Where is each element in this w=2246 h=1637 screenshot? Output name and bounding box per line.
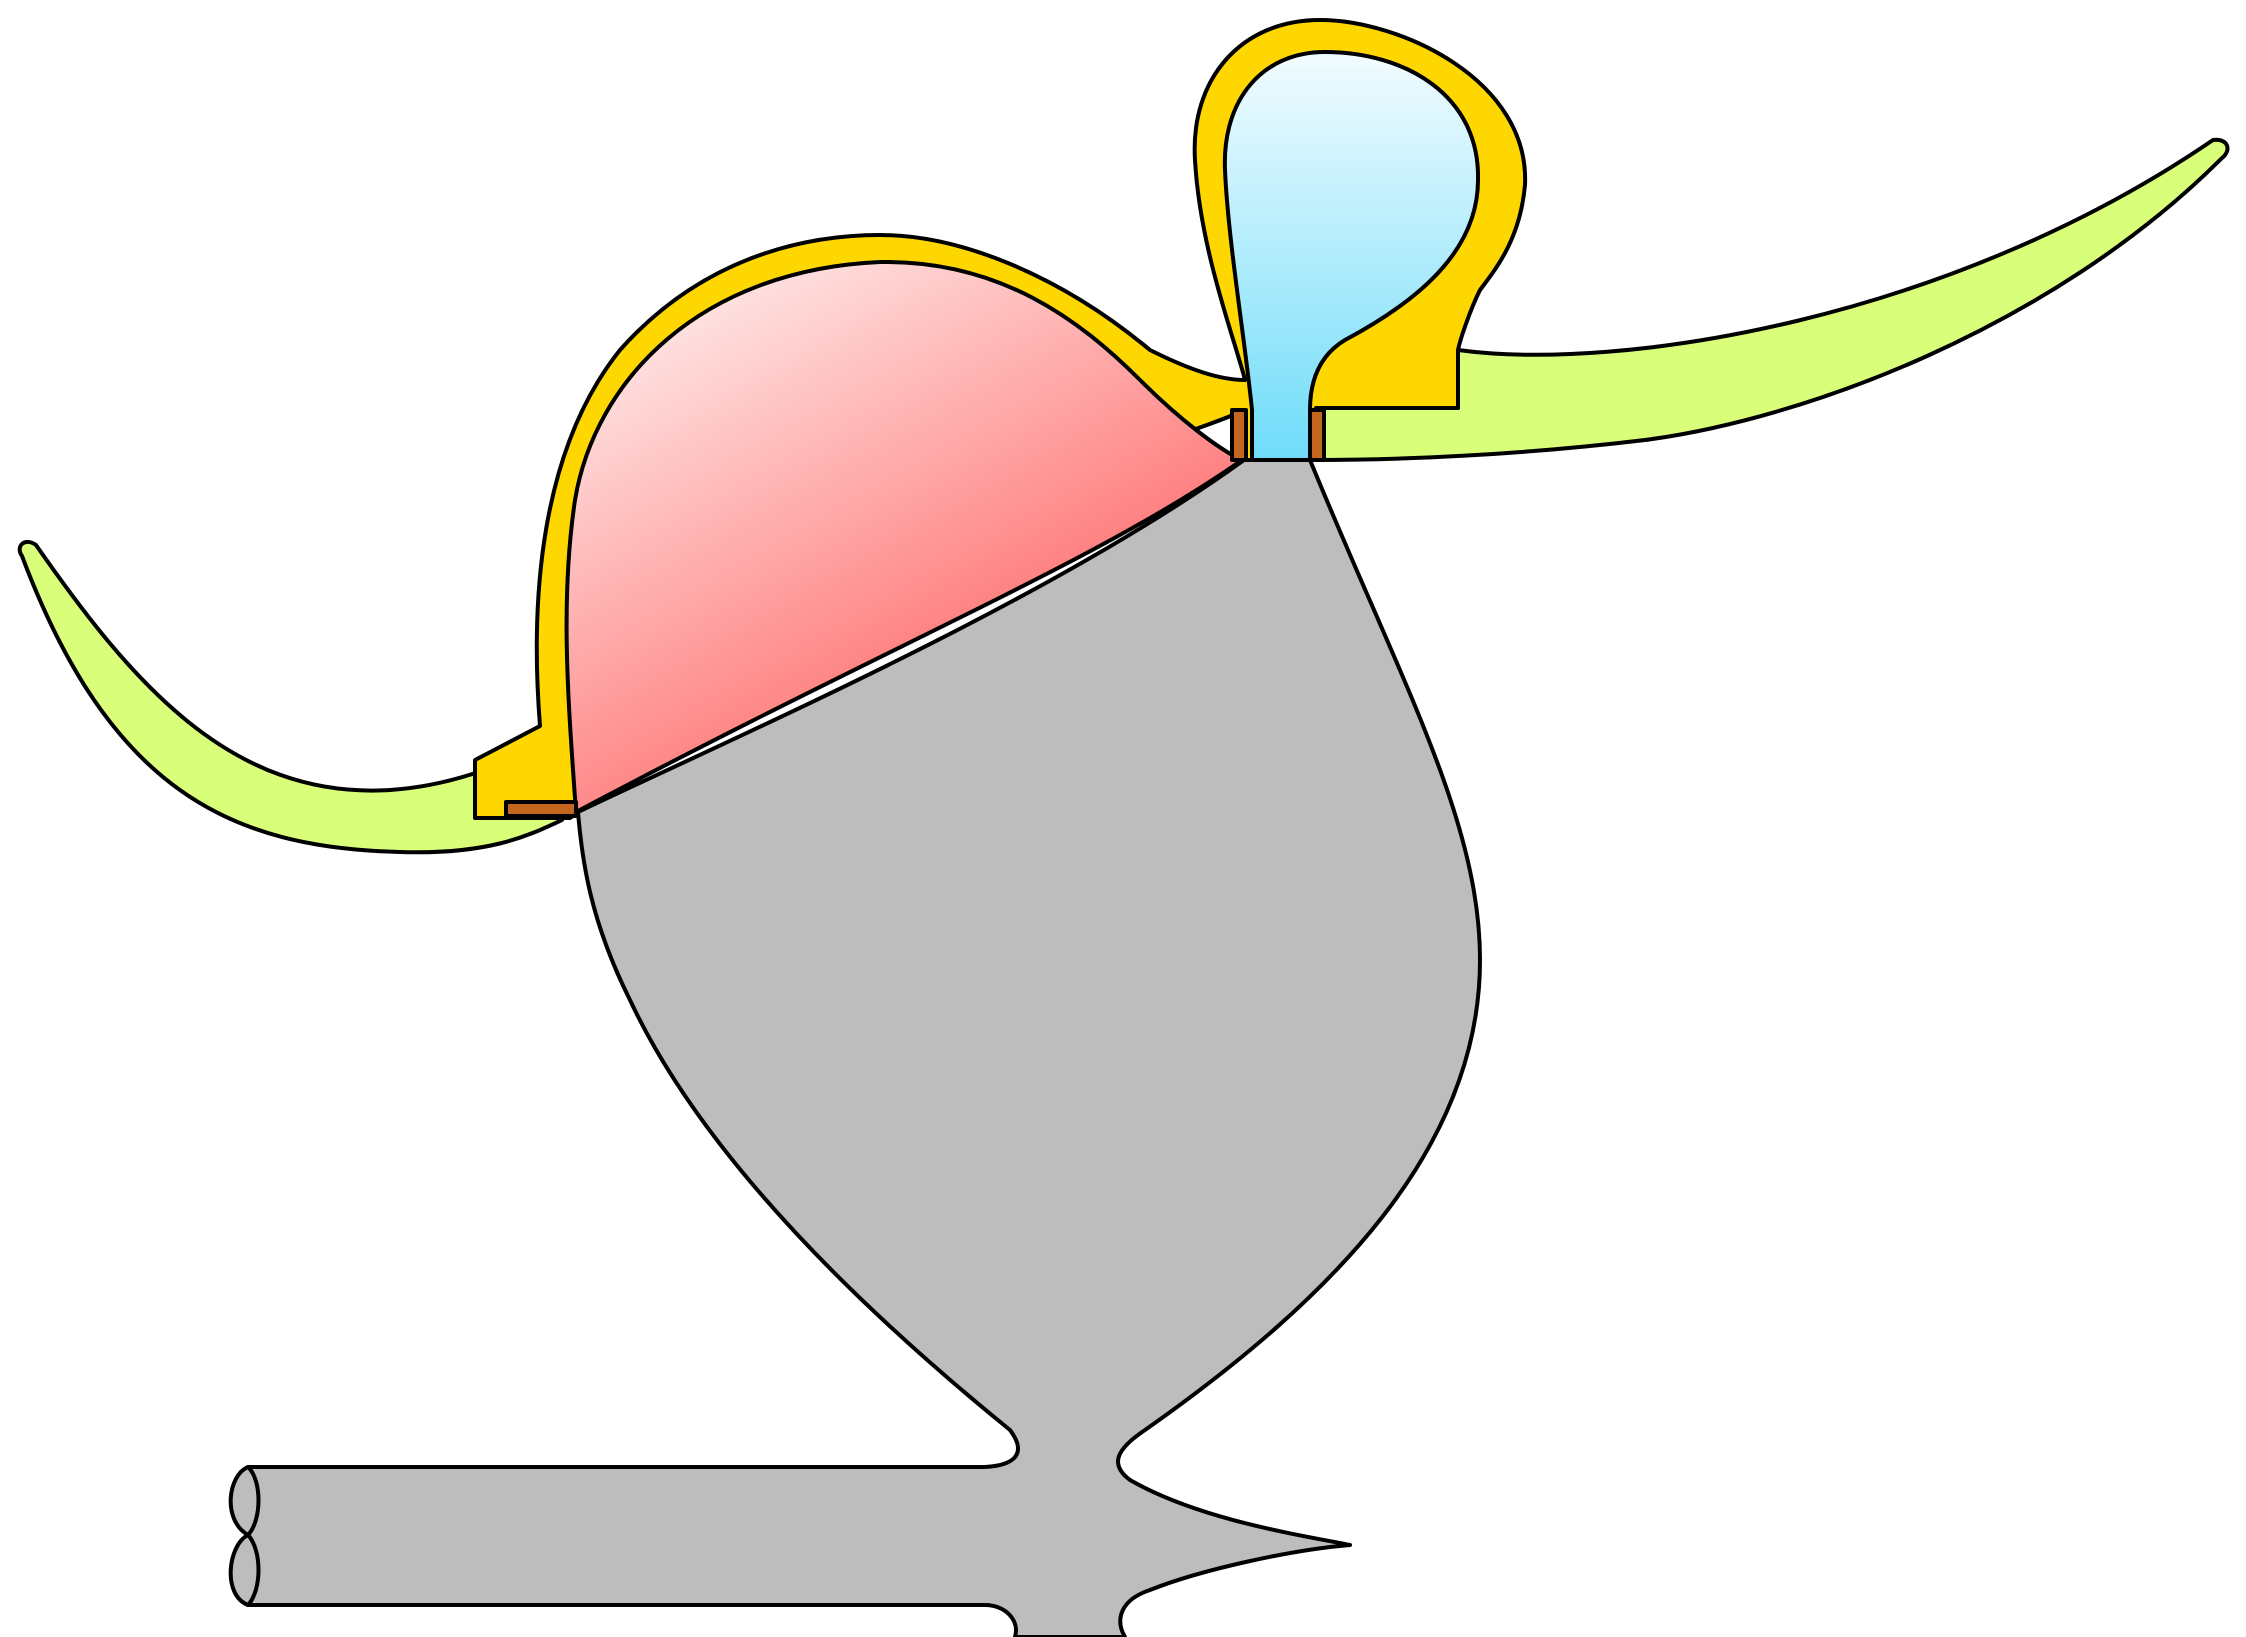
pipe-end-cap bbox=[228, 1465, 261, 1607]
seal-left-bottom bbox=[504, 800, 578, 818]
seal-center-left bbox=[1230, 408, 1248, 462]
blue-chamber bbox=[1222, 50, 1481, 462]
right-wing bbox=[1314, 137, 2230, 462]
seal-center-right bbox=[1308, 408, 1326, 462]
red-chamber bbox=[564, 259, 1244, 814]
gray-body bbox=[234, 458, 1482, 1637]
